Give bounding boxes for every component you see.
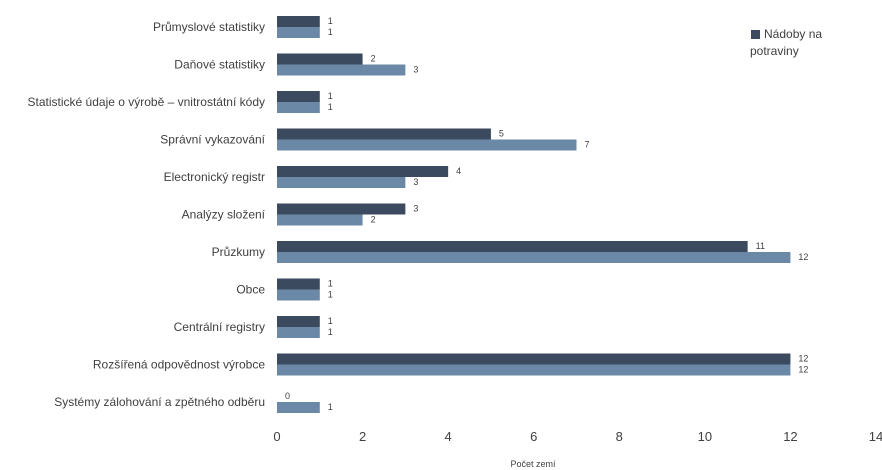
x-tick-label: 8 [616, 429, 623, 444]
x-tick-label: 14 [869, 429, 882, 444]
data-label: 1 [328, 316, 333, 326]
bar-series-1 [277, 166, 449, 177]
bar-series-2 [277, 289, 320, 301]
data-label: 4 [456, 166, 461, 176]
bar-series-1 [277, 53, 363, 65]
category-label: Průzkumy [212, 245, 265, 259]
bar-series-1 [277, 16, 320, 27]
category-label: Daňové statistiky [174, 58, 265, 72]
category-label: Analýzy složení [182, 208, 266, 222]
category-label: Electronický registr [164, 170, 265, 184]
category-label: Systémy zálohování a zpětného odběru [54, 395, 265, 409]
legend-label-line1: Nádoby na [764, 27, 822, 41]
data-label: 3 [413, 177, 418, 187]
x-tick-label: 0 [273, 429, 280, 444]
data-label: 2 [371, 215, 376, 225]
x-tick-labels: 0 2 4 6 8 10 12 14 [273, 429, 882, 444]
data-label: 1 [328, 327, 333, 337]
category-labels: Průmyslové statistiky Daňové statistiky St… [28, 20, 266, 409]
x-tick-label: 12 [783, 429, 797, 444]
category-label: Statistické údaje o výrobě – vnitrostátn… [28, 95, 265, 109]
bar-series-2 [277, 402, 320, 413]
bar-series-1 [277, 128, 491, 140]
bar-series-2 [277, 252, 791, 263]
bar-series-2 [277, 139, 577, 151]
data-label: 12 [798, 365, 808, 375]
legend-swatch [751, 30, 760, 39]
category-label: Správní vykazování [160, 133, 265, 147]
bar-series-2 [277, 214, 363, 226]
data-label: 1 [328, 27, 333, 37]
data-label: 1 [328, 402, 333, 412]
data-label: 1 [328, 16, 333, 26]
data-label: 1 [328, 91, 333, 101]
category-label: Průmyslové statistiky [153, 20, 265, 34]
category-label: Obce [236, 283, 265, 297]
bar-series-2 [277, 64, 406, 76]
data-label: 7 [585, 140, 590, 150]
data-label: 5 [499, 129, 504, 139]
x-tick-label: 4 [445, 429, 452, 444]
bar-series-2 [277, 177, 406, 188]
data-label: 0 [285, 391, 290, 401]
bar-series-1 [277, 241, 748, 252]
bar-series-1 [277, 91, 320, 102]
bar-series-2 [277, 327, 320, 338]
data-label: 1 [328, 290, 333, 300]
legend: Nádoby na potraviny [750, 27, 822, 58]
bar-series-2 [277, 27, 320, 38]
data-label: 3 [413, 65, 418, 75]
bar-series-2 [277, 102, 320, 113]
data-label: 11 [756, 241, 765, 251]
data-label: 12 [798, 252, 808, 262]
legend-label-line2: potraviny [750, 44, 799, 58]
data-label: 1 [328, 279, 333, 289]
bar-series-1 [277, 316, 320, 327]
x-axis-title: Počet zemí [510, 459, 556, 469]
bar-series-1 [277, 203, 406, 215]
bar-series-2 [277, 364, 791, 376]
data-label: 3 [413, 204, 418, 214]
x-tick-label: 6 [530, 429, 537, 444]
x-tick-label: 10 [698, 429, 712, 444]
data-label: 12 [798, 354, 808, 364]
x-tick-label: 2 [359, 429, 366, 444]
category-label: Centrální registry [174, 320, 265, 334]
data-label: 2 [371, 54, 376, 64]
bar-series-1 [277, 278, 320, 290]
bar-series-1 [277, 353, 791, 365]
data-label: 1 [328, 102, 333, 112]
category-label: Rozšířená odpovědnost výrobce [93, 358, 265, 372]
